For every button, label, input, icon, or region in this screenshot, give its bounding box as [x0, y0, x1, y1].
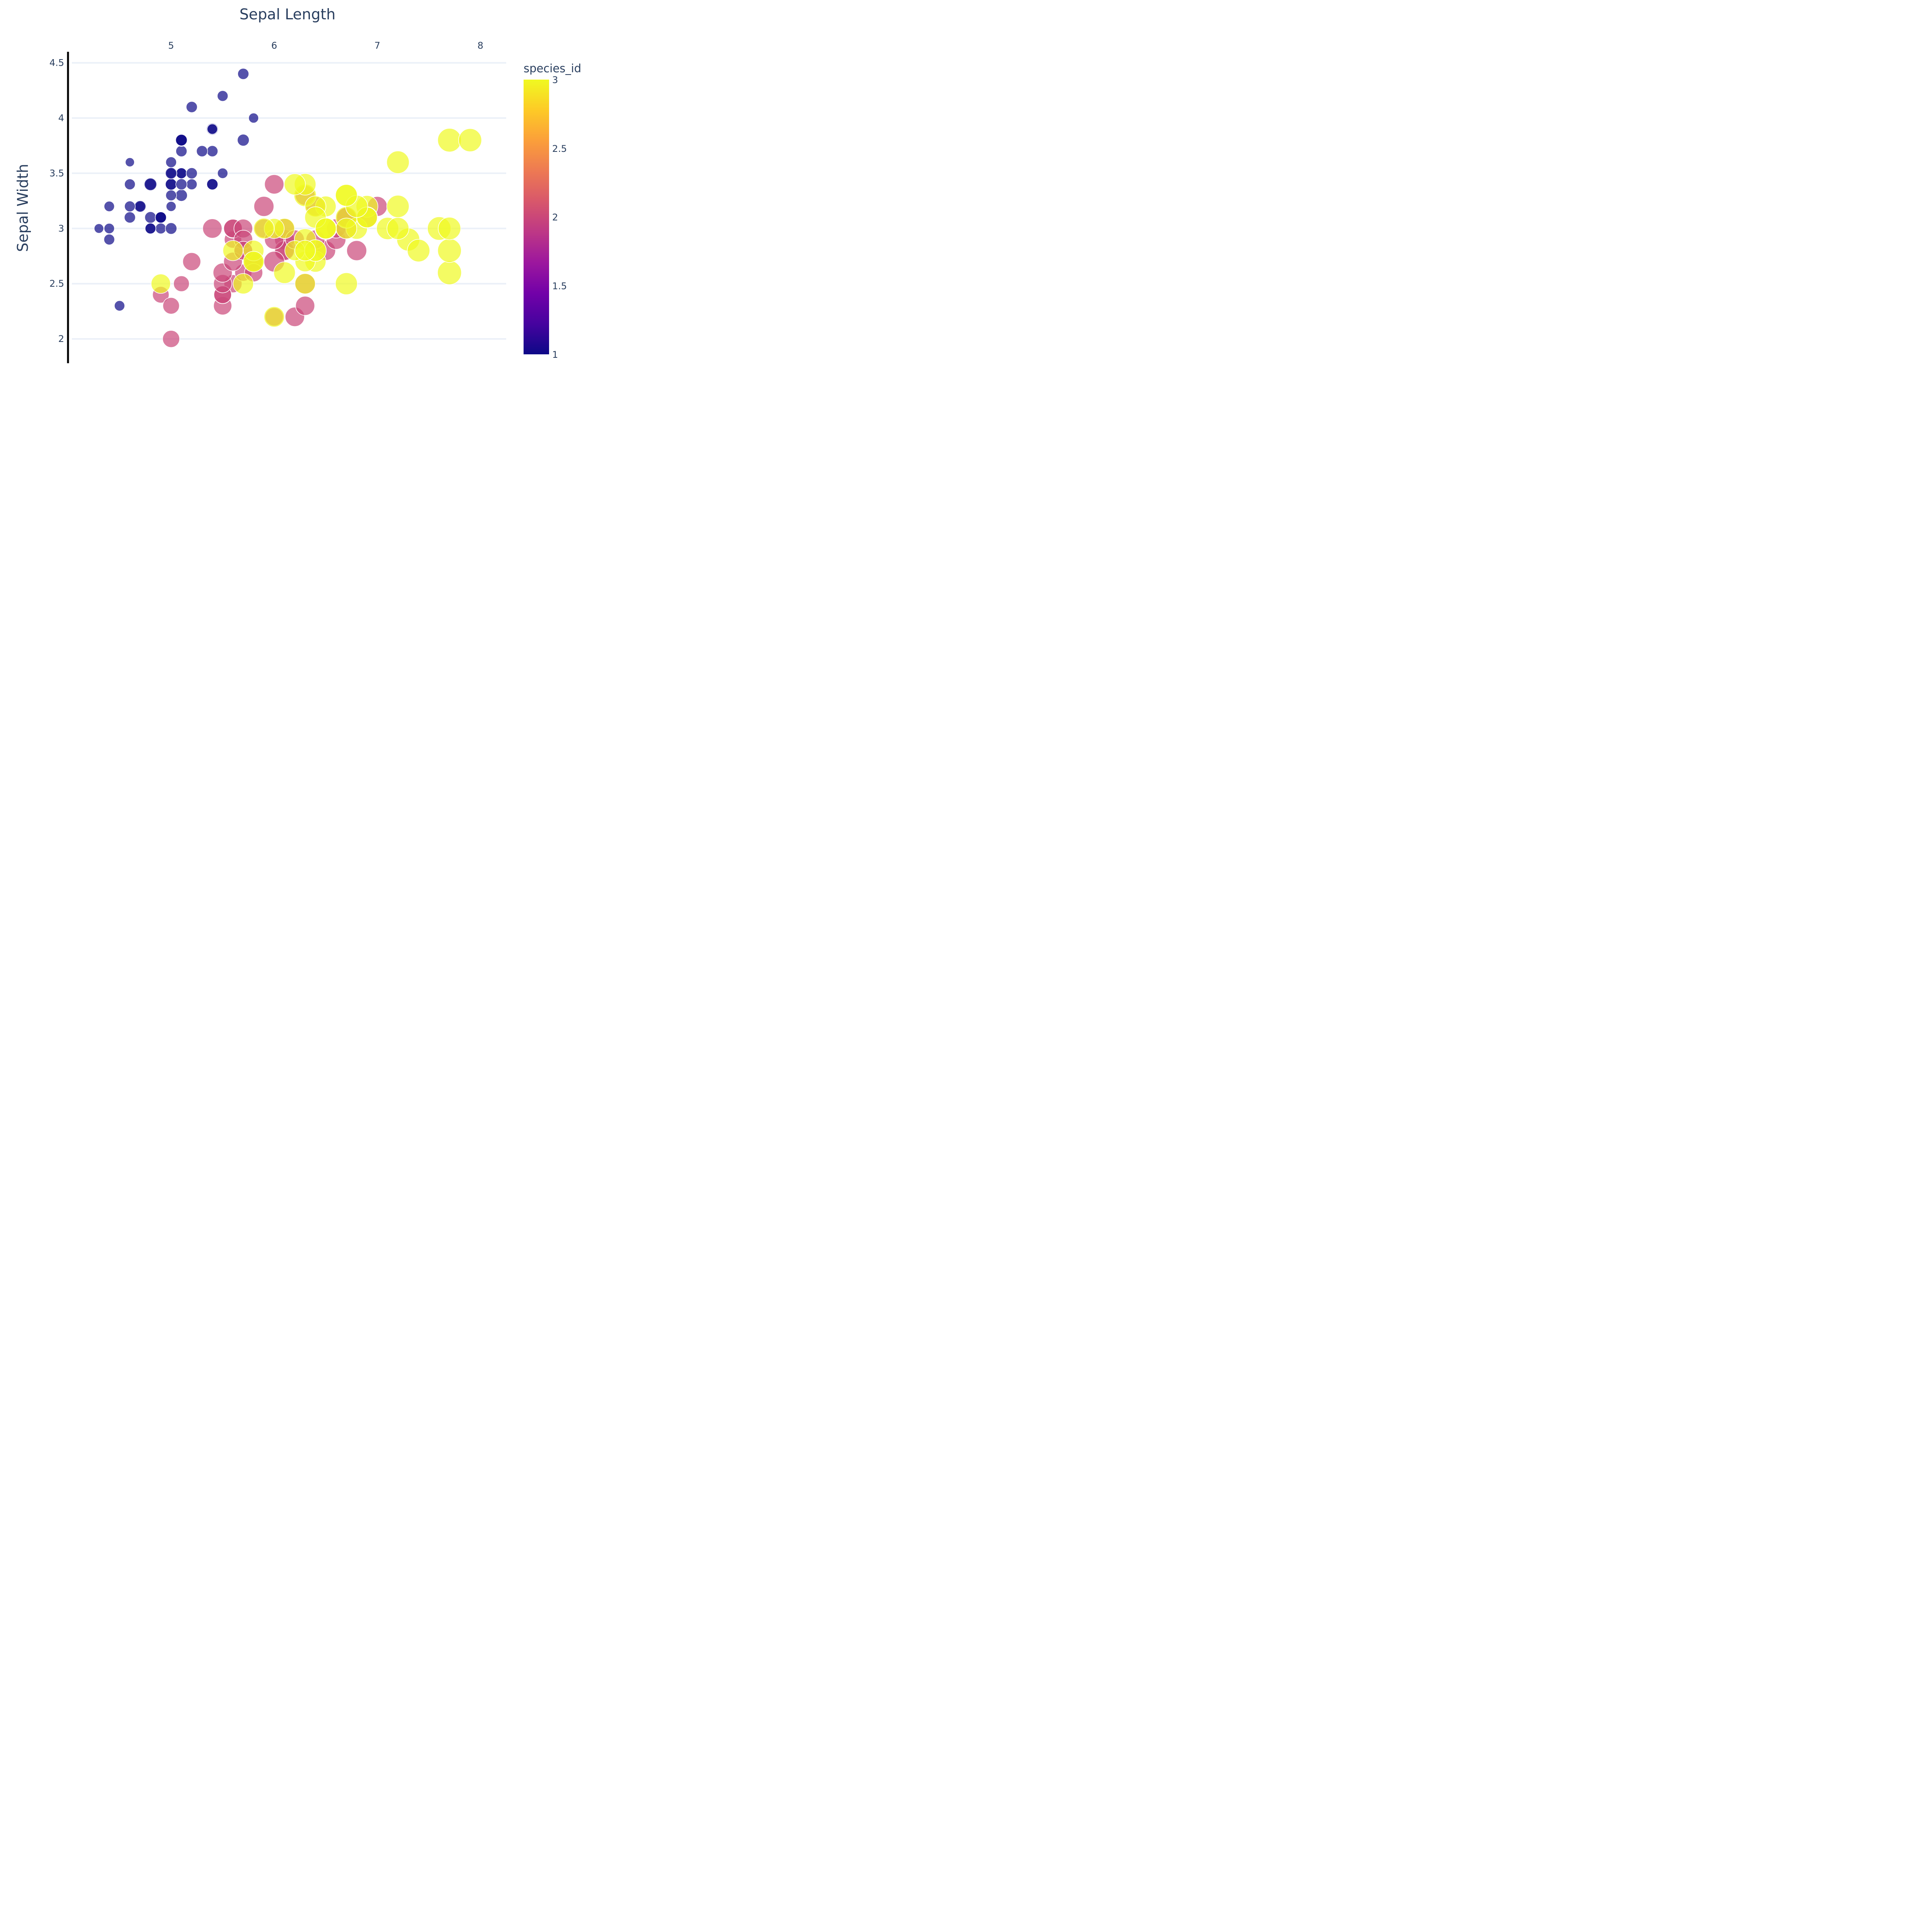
y-tick-label: 4.5 — [49, 58, 64, 68]
data-point — [144, 211, 157, 224]
y-tick-label: 4 — [58, 112, 64, 123]
data-point — [223, 240, 243, 261]
data-point — [386, 217, 410, 240]
data-point — [248, 112, 259, 124]
x-tick-labels: 5 6 7 8 — [168, 40, 483, 51]
x-tick-label: 7 — [374, 40, 380, 51]
data-point — [173, 276, 190, 292]
data-points — [94, 68, 482, 348]
data-point — [144, 177, 157, 191]
data-point — [294, 240, 316, 261]
data-point — [175, 178, 187, 190]
colorbar-tick-labels: 1 1.5 2 2.5 3 — [552, 75, 567, 360]
data-point — [206, 178, 218, 190]
data-point — [264, 306, 285, 328]
data-point — [273, 261, 296, 284]
data-point — [217, 90, 228, 102]
data-point — [134, 200, 146, 213]
data-point — [175, 167, 187, 179]
data-point — [155, 223, 167, 235]
y-tick-label: 2 — [58, 333, 64, 344]
colorbar-title: species_id — [524, 62, 581, 75]
data-point — [175, 189, 188, 202]
data-point — [166, 201, 177, 212]
data-point — [217, 168, 228, 179]
x-tick-label: 6 — [271, 40, 277, 51]
colorbar-tick-label: 2 — [552, 212, 558, 223]
y-gridlines — [72, 62, 506, 340]
data-point — [437, 128, 462, 152]
data-point — [124, 211, 136, 223]
data-point — [104, 201, 115, 212]
data-point — [335, 272, 358, 295]
colorbar — [524, 80, 549, 354]
data-point — [458, 128, 482, 152]
data-point — [202, 218, 223, 239]
data-point — [165, 156, 177, 168]
colorbar-tick-label: 2.5 — [552, 143, 567, 154]
data-point — [145, 223, 156, 235]
data-point — [175, 134, 188, 146]
data-point — [437, 260, 462, 285]
data-point — [162, 330, 180, 348]
x-tick-label: 8 — [478, 40, 483, 51]
data-point — [182, 252, 201, 271]
data-point — [346, 240, 367, 261]
data-point — [386, 150, 410, 174]
data-point — [206, 145, 218, 157]
data-point — [284, 173, 306, 196]
data-point — [264, 174, 284, 194]
data-point — [407, 239, 430, 262]
data-point — [253, 218, 275, 239]
colorbar-tick-label: 1 — [552, 349, 558, 360]
x-axis-title: Sepal Length — [240, 6, 336, 23]
data-point — [253, 196, 274, 217]
data-point — [124, 179, 136, 190]
data-point — [207, 123, 218, 135]
data-point — [165, 222, 177, 235]
data-point — [162, 297, 180, 315]
y-tick-label: 3 — [58, 223, 64, 234]
y-axis-title: Sepal Width — [14, 164, 31, 252]
colorbar-tick-label: 1.5 — [552, 281, 567, 291]
data-point — [294, 273, 316, 294]
data-point — [175, 145, 187, 157]
scatter-chart: 5 6 7 8 2 2.5 3 3.5 4 4.5 Sepal Length Sepal Wid… — [14, 6, 581, 363]
data-point — [104, 223, 115, 234]
data-point — [196, 145, 208, 157]
data-point — [315, 218, 337, 239]
data-point — [165, 167, 177, 180]
data-point — [185, 167, 198, 179]
y-tick-labels: 2 2.5 3 3.5 4 4.5 — [49, 58, 64, 345]
data-point — [165, 189, 177, 201]
data-point — [104, 234, 115, 245]
data-point — [155, 211, 167, 223]
data-point — [295, 296, 315, 316]
data-point — [335, 218, 357, 239]
x-tick-label: 5 — [168, 40, 174, 51]
data-point — [335, 184, 358, 207]
data-point — [151, 274, 171, 294]
data-point — [186, 179, 197, 190]
data-point — [114, 300, 125, 311]
data-point — [437, 238, 462, 263]
data-point — [438, 217, 461, 240]
data-point — [125, 157, 135, 167]
data-point — [165, 178, 177, 190]
y-tick-label: 2.5 — [49, 278, 64, 289]
data-point — [237, 134, 250, 146]
data-point — [243, 251, 264, 272]
data-point — [124, 201, 136, 212]
y-tick-label: 3.5 — [49, 168, 64, 179]
data-point — [237, 68, 249, 80]
colorbar-tick-label: 3 — [552, 75, 558, 85]
data-point — [185, 101, 198, 113]
data-point — [233, 273, 254, 294]
data-point — [94, 223, 104, 234]
data-point — [386, 195, 410, 218]
